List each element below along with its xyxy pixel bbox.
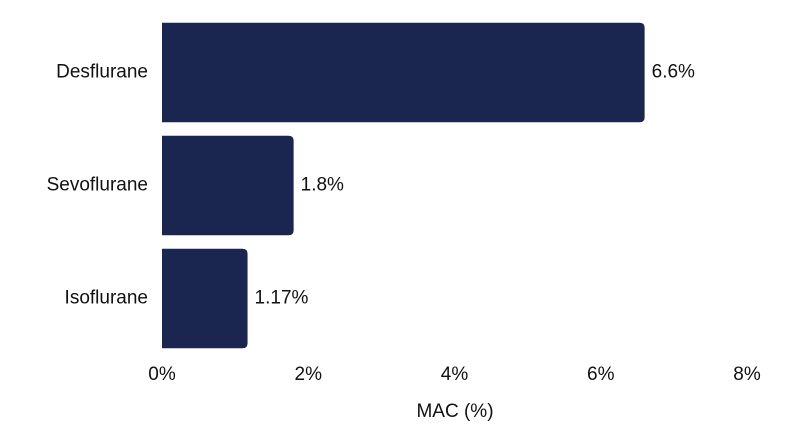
x-axis-label: MAC (%) <box>416 401 493 422</box>
x-tick-label: 2% <box>295 364 323 385</box>
x-tick-label: 0% <box>148 364 176 385</box>
bar <box>162 135 294 236</box>
x-tick-label: 6% <box>587 364 615 385</box>
bar <box>162 248 248 349</box>
value-label: 1.17% <box>255 288 309 309</box>
bar <box>162 22 645 123</box>
y-tick-label: Isoflurane <box>65 288 148 309</box>
x-tick-label: 4% <box>441 364 469 385</box>
y-tick-label: Sevoflurane <box>47 175 148 196</box>
value-label: 1.8% <box>301 175 344 196</box>
x-tick-label: 8% <box>733 364 761 385</box>
value-label: 6.6% <box>652 62 695 83</box>
y-tick-label: Desflurane <box>56 62 148 83</box>
